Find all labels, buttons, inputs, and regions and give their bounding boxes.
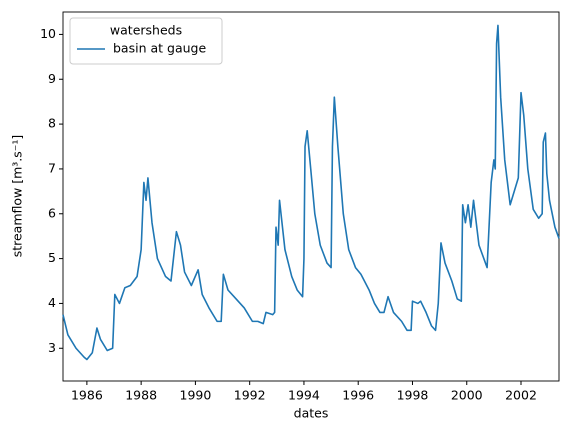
x-tick-label: 2000: [451, 388, 483, 403]
y-tick-label: 10: [40, 26, 56, 41]
x-tick-label: 1988: [125, 388, 157, 403]
y-axis-label: streamflow [m³.s⁻¹]: [10, 135, 25, 258]
data-line: [62, 24, 560, 361]
legend-label: basin at gauge: [113, 41, 206, 56]
y-tick-label: 7: [48, 160, 56, 175]
y-tick-label: 9: [48, 71, 56, 86]
x-tick-label: 1992: [234, 388, 266, 403]
y-tick-label: 8: [48, 116, 56, 131]
y-tick-label: 6: [48, 205, 56, 220]
legend-box: [69, 17, 223, 65]
x-tick-label: 1986: [71, 388, 103, 403]
x-tick-label: 1996: [342, 388, 374, 403]
x-tick-label: 1990: [180, 388, 212, 403]
x-tick-label: 2002: [505, 388, 537, 403]
x-tick-label: 1994: [288, 388, 320, 403]
x-axis-label: dates: [294, 406, 329, 421]
legend-title: watersheds: [110, 23, 182, 38]
y-tick-label: 3: [48, 340, 56, 355]
y-tick-label: 4: [48, 295, 56, 310]
y-tick-label: 5: [48, 250, 56, 265]
plot-frame: [62, 11, 560, 382]
x-tick-label: 1998: [397, 388, 429, 403]
